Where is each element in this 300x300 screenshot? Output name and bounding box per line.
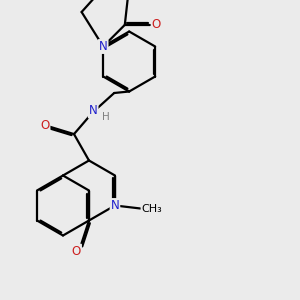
Text: CH₃: CH₃ <box>142 203 162 214</box>
Text: O: O <box>72 244 81 258</box>
Text: H: H <box>102 112 110 122</box>
Text: N: N <box>89 104 98 118</box>
Text: N: N <box>99 40 108 53</box>
Text: N: N <box>111 199 119 212</box>
Text: O: O <box>40 118 50 132</box>
Text: O: O <box>152 18 161 32</box>
